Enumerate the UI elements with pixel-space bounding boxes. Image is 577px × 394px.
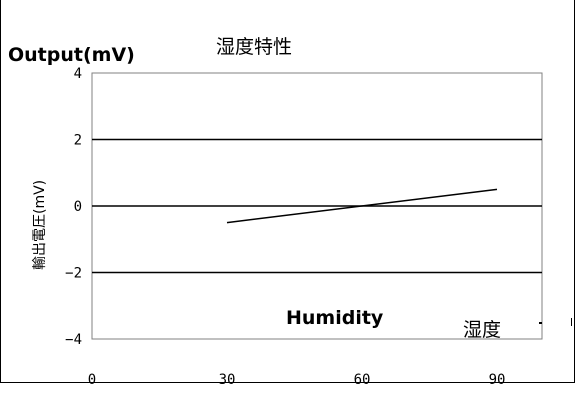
x-tick-label: 60 [354,372,371,388]
y-tick-label: −4 [65,332,82,348]
stray-mark [539,322,542,324]
x-tick-label: 30 [219,372,236,388]
x-axis-label: 湿度 [463,319,501,341]
y-axis-label: 輸出電圧(mV) [32,180,48,270]
y-tick-label: 2 [74,133,82,149]
y-tick-label: −2 [65,266,82,282]
y-tick-label: 0 [74,199,82,215]
annotation-x-label-en: Humidity [286,307,384,329]
x-tick-label: 0 [88,372,96,388]
annotation-y-label-en: Output(mV) [8,44,135,66]
grid-layer [92,138,542,274]
y-tick-label: 4 [74,66,82,82]
stray-mark [571,318,572,326]
x-tick-label: 90 [489,372,506,388]
series-line [226,188,498,224]
tick-label-layer: 4 2 0 −2 −4 0 30 60 90 [65,66,505,388]
chart-title: 湿度特性 [216,36,292,58]
series-layer [226,188,498,224]
